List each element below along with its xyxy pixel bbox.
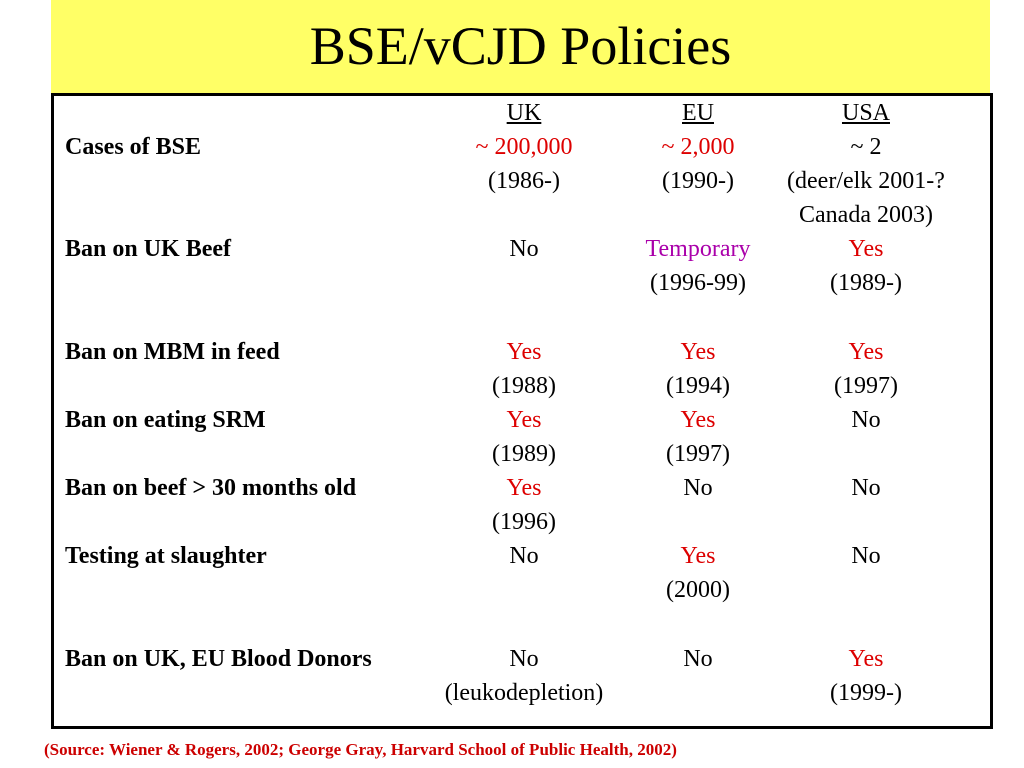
cell-usa-value: No bbox=[851, 543, 881, 569]
cell-uk-value: No bbox=[509, 646, 539, 672]
cell-eu-value: Yes bbox=[680, 407, 716, 433]
cell-eu-note: (2000) bbox=[666, 577, 730, 603]
policy-table: UK EU USA Cases of BSE ~ 200,000 (1986-)… bbox=[51, 93, 993, 729]
row-label-cases-of-bse: Cases of BSE bbox=[65, 134, 202, 160]
header-eu: EU bbox=[682, 100, 714, 126]
cell-usa-note-2: Canada 2003) bbox=[799, 202, 933, 228]
cell-usa-note: (1989-) bbox=[830, 270, 902, 296]
row-label-ban-on-blood-donors: Ban on UK, EU Blood Donors bbox=[65, 646, 372, 672]
cell-uk-note: (1996) bbox=[492, 509, 556, 535]
header-usa: USA bbox=[841, 100, 890, 126]
header-uk: UK bbox=[506, 100, 542, 126]
cell-eu-value: No bbox=[683, 646, 713, 672]
cell-usa-value: No bbox=[851, 407, 881, 433]
cell-eu-note: (1996-99) bbox=[650, 270, 746, 296]
cell-usa-value: Yes bbox=[848, 236, 884, 262]
cell-uk-value: Yes bbox=[506, 339, 542, 365]
slide-title: BSE/vCJD Policies bbox=[309, 16, 732, 76]
cell-uk-value: No bbox=[509, 543, 539, 569]
row-label-ban-on-uk-beef: Ban on UK Beef bbox=[65, 236, 232, 262]
row-label-testing-at-slaughter: Testing at slaughter bbox=[65, 543, 267, 569]
cell-usa-note: (1997) bbox=[834, 373, 898, 399]
row-label-ban-on-mbm-in-feed: Ban on MBM in feed bbox=[65, 339, 280, 365]
cell-uk-note: (1989) bbox=[492, 441, 556, 467]
cell-eu-value: Yes bbox=[680, 543, 716, 569]
cell-uk-value: ~ 200,000 bbox=[475, 134, 573, 160]
source-citation: (Source: Wiener & Rogers, 2002; George G… bbox=[44, 740, 677, 759]
cell-eu-value: Temporary bbox=[645, 236, 751, 262]
cell-uk-note: (1986-) bbox=[488, 168, 560, 194]
cell-uk-value: Yes bbox=[506, 407, 542, 433]
cell-usa-value: Yes bbox=[848, 646, 884, 672]
cell-eu-value: ~ 2,000 bbox=[661, 134, 735, 160]
cell-usa-value: ~ 2 bbox=[850, 134, 882, 160]
row-label-ban-on-eating-srm: Ban on eating SRM bbox=[65, 407, 266, 433]
cell-eu-note: (1994) bbox=[666, 373, 730, 399]
row-label-ban-on-beef-over-30-months: Ban on beef > 30 months old bbox=[65, 475, 357, 501]
cell-uk-value: No bbox=[509, 236, 539, 262]
cell-uk-value: Yes bbox=[506, 475, 542, 501]
cell-eu-value: No bbox=[683, 475, 713, 501]
cell-eu-note: (1997) bbox=[666, 441, 730, 467]
cell-usa-note: (1999-) bbox=[830, 680, 902, 706]
cell-eu-value: Yes bbox=[680, 339, 716, 365]
cell-uk-note: (leukodepletion) bbox=[444, 680, 604, 706]
cell-uk-note: (1988) bbox=[492, 373, 556, 399]
cell-usa-value: Yes bbox=[848, 339, 884, 365]
title-band: BSE/vCJD Policies bbox=[51, 0, 990, 93]
cell-usa-value: No bbox=[851, 475, 881, 501]
cell-eu-note: (1990-) bbox=[662, 168, 734, 194]
cell-usa-note: (deer/elk 2001-? bbox=[787, 168, 945, 194]
